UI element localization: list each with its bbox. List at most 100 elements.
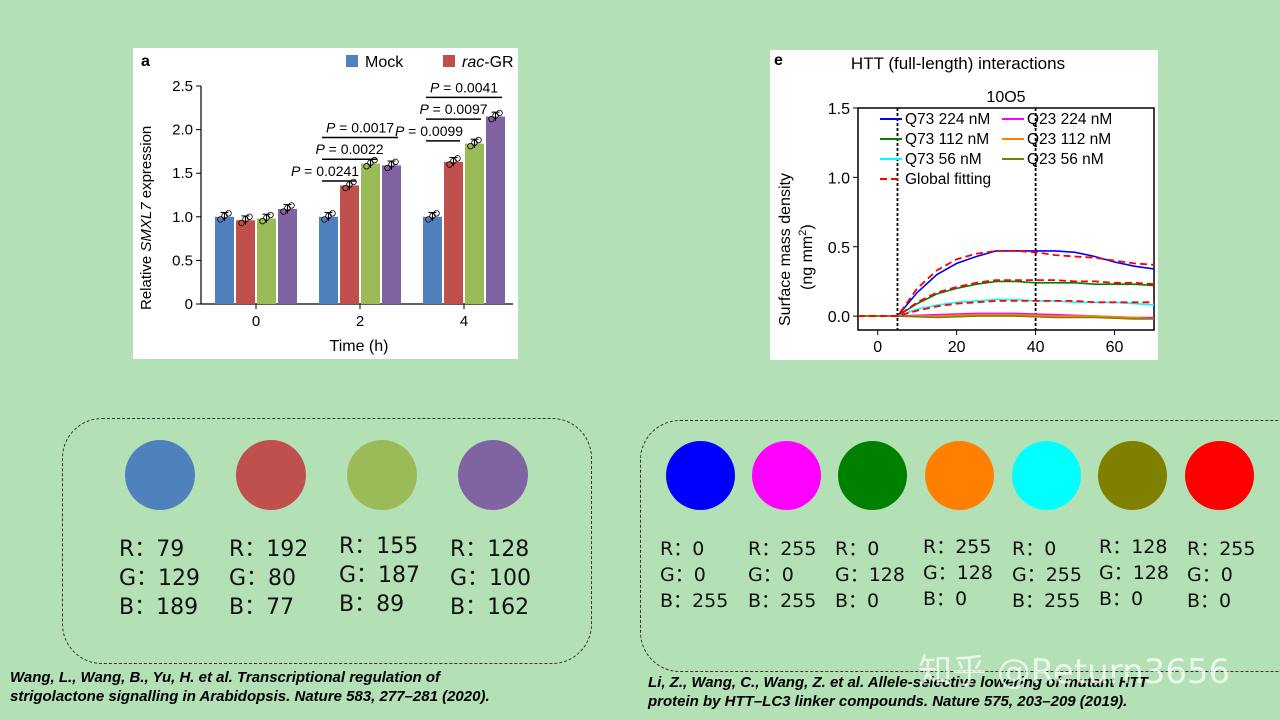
p-value-label: P = 0.0041 xyxy=(430,79,498,95)
color-swatch xyxy=(666,441,735,510)
bar xyxy=(319,216,338,304)
line-chart-panel: e HTT (full-length) interactions 10O5 Su… xyxy=(770,50,1158,360)
panel-letter-a: a xyxy=(141,53,150,70)
rgb-values: R：128 G：128 B：0 xyxy=(1099,536,1169,610)
replicate-point xyxy=(225,210,232,217)
color-swatch xyxy=(1185,441,1254,510)
legend-label-mock: Mock xyxy=(365,54,404,71)
replicate-point xyxy=(267,211,274,219)
rgb-values: R：155 G：187 B：89 xyxy=(339,534,421,617)
legend-swatch-rac xyxy=(443,55,455,67)
replicate-point xyxy=(280,208,287,215)
legend-label-rac: rac-GR xyxy=(462,54,514,71)
replicate-point xyxy=(392,158,399,166)
plot-frame xyxy=(857,107,1155,331)
color-swatch xyxy=(1098,441,1167,510)
series-line xyxy=(858,298,1155,317)
bar xyxy=(361,163,380,304)
legend-label: Q73 224 nM xyxy=(905,111,990,128)
color-swatch xyxy=(838,441,907,510)
y-label2-prefix: (ng mm xyxy=(799,236,816,290)
y-tick-label: 0.0 xyxy=(828,309,850,326)
replicate-point xyxy=(467,142,474,150)
bar-chart-panel: a Mock rac-GR Relative SMXL7 expression … xyxy=(133,48,518,359)
bar xyxy=(340,185,359,304)
color-swatch xyxy=(458,440,528,510)
y-tick-label: 0.5 xyxy=(828,240,850,257)
rgb-values: R：128 G：100 B：162 xyxy=(450,537,532,620)
x-tick-label: 2 xyxy=(356,313,364,330)
p-value-label: P = 0.0097 xyxy=(419,101,487,117)
bar xyxy=(257,218,276,304)
rgb-values: R：0 G：128 B：0 xyxy=(835,538,905,612)
y-label2-suffix: ) xyxy=(799,224,816,229)
rgb-values: R：255 G：0 B：255 xyxy=(748,538,817,612)
legend-label: Q73 56 nM xyxy=(905,151,982,168)
replicate-point xyxy=(454,155,461,162)
panel-letter-e: e xyxy=(774,52,783,69)
citation-left-line1: Wang, L., Wang, B., Yu, H. et al. Transc… xyxy=(10,669,441,686)
rgb-values: R：79 G：129 B：189 xyxy=(119,537,201,620)
legend-rac-rest: -GR xyxy=(484,54,513,71)
bar xyxy=(215,216,234,304)
series-line xyxy=(858,299,1154,318)
palette-box-left xyxy=(62,418,592,664)
bar xyxy=(236,220,255,304)
y-label2-sup: 2 xyxy=(797,230,809,236)
rgb-values: R：255 G：0 B：0 xyxy=(1187,538,1256,612)
series-line xyxy=(858,249,1155,318)
bar xyxy=(444,161,463,304)
line-chart-title: HTT (full-length) interactions xyxy=(851,54,1065,73)
legend-label: Q23 224 nM xyxy=(1027,111,1112,128)
series-line xyxy=(858,279,1155,318)
y-tick-label: 1.0 xyxy=(172,209,193,226)
bar-chart: a Mock rac-GR Relative SMXL7 expression … xyxy=(138,53,514,355)
bar xyxy=(278,208,297,304)
p-value-label: P = 0.0099 xyxy=(395,123,463,139)
bar xyxy=(382,165,401,304)
y-axis-label: Relative SMXL7 expression xyxy=(138,126,155,310)
replicate-point xyxy=(363,163,370,170)
y-tick-label: 2.5 xyxy=(172,78,193,95)
x-tick-label: 4 xyxy=(460,313,468,330)
y-axis-label-line1: Surface mass density xyxy=(777,173,794,326)
bar xyxy=(465,143,484,304)
x-axis-label: Time (h) xyxy=(330,338,389,355)
legend-rac-italic: rac xyxy=(462,54,484,71)
citation-right-line2: protein by HTT–LC3 linker compounds. Nat… xyxy=(648,693,1128,710)
legend-label: Global fitting xyxy=(905,171,991,188)
replicate-point xyxy=(371,156,378,164)
replicate-point xyxy=(342,184,349,192)
y-label-prefix: Relative xyxy=(138,252,155,310)
color-swatch xyxy=(236,440,306,510)
rgb-values: R：192 G：80 B：77 xyxy=(229,537,309,620)
replicate-point xyxy=(384,164,391,172)
replicate-point xyxy=(288,202,295,209)
color-swatch xyxy=(752,441,821,510)
bar xyxy=(423,216,442,304)
replicate-point xyxy=(329,210,336,217)
x-tick-label: 40 xyxy=(1027,339,1045,356)
replicate-point xyxy=(488,115,495,123)
citation-right-line1: Li, Z., Wang, C., Wang, Z. et al. Allele… xyxy=(648,674,1148,691)
replicate-point xyxy=(446,161,453,168)
replicate-point xyxy=(350,178,357,186)
legend-label: Q23 56 nM xyxy=(1027,151,1104,168)
line-chart-subtitle: 10O5 xyxy=(986,89,1025,106)
replicate-point xyxy=(238,219,245,227)
rgb-values: R：255 G：128 B：0 xyxy=(923,536,993,610)
color-swatch xyxy=(1012,441,1081,510)
y-label-gene: SMXL7 xyxy=(138,202,155,252)
bar xyxy=(486,116,505,305)
color-swatch xyxy=(925,441,994,510)
y-tick-label: 1.5 xyxy=(172,165,193,182)
palette-box-right xyxy=(640,420,1280,672)
replicate-point xyxy=(475,136,482,144)
replicate-point xyxy=(425,216,432,223)
replicate-point xyxy=(217,216,224,223)
watermark: 知乎 @Return3656 xyxy=(918,652,1231,692)
legend-swatch-mock xyxy=(346,55,358,67)
replicate-point xyxy=(259,217,266,225)
x-tick-label: 0 xyxy=(252,313,260,330)
line-chart: e HTT (full-length) interactions 10O5 Su… xyxy=(774,52,1155,356)
